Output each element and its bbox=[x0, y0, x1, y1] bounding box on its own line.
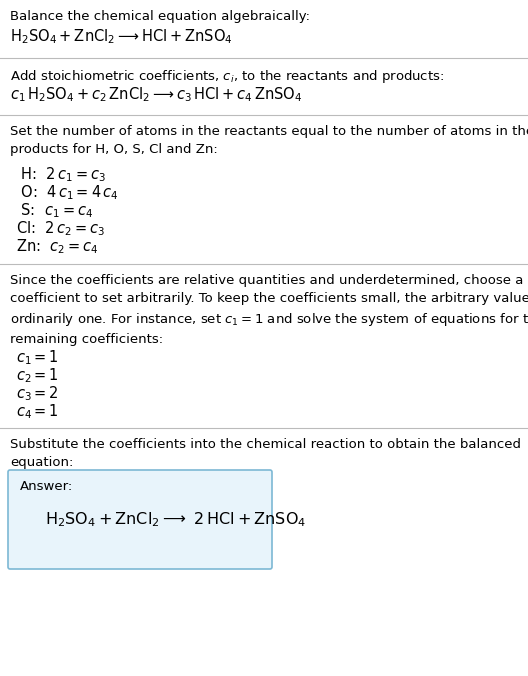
Text: $\mathrm{H_2SO_4 + ZnCl_2 \longrightarrow\ 2\,HCl + ZnSO_4}$: $\mathrm{H_2SO_4 + ZnCl_2 \longrightarro… bbox=[45, 510, 306, 529]
Text: S:  $c_1 = c_4$: S: $c_1 = c_4$ bbox=[16, 201, 93, 220]
Text: Set the number of atoms in the reactants equal to the number of atoms in the
pro: Set the number of atoms in the reactants… bbox=[10, 125, 528, 156]
Text: $c_1\,\mathrm{H_2SO_4} + c_2\,\mathrm{ZnCl_2} \longrightarrow c_3\,\mathrm{HCl} : $c_1\,\mathrm{H_2SO_4} + c_2\,\mathrm{Zn… bbox=[10, 85, 302, 103]
Text: Zn:  $c_2 = c_4$: Zn: $c_2 = c_4$ bbox=[16, 237, 98, 256]
Text: Cl:  $2\,c_2 = c_3$: Cl: $2\,c_2 = c_3$ bbox=[16, 219, 105, 238]
Text: Balance the chemical equation algebraically:: Balance the chemical equation algebraica… bbox=[10, 10, 310, 23]
Text: $c_1 = 1$: $c_1 = 1$ bbox=[16, 348, 59, 366]
Text: O:  $4\,c_1 = 4\,c_4$: O: $4\,c_1 = 4\,c_4$ bbox=[16, 183, 119, 201]
Text: H:  $2\,c_1 = c_3$: H: $2\,c_1 = c_3$ bbox=[16, 165, 106, 184]
Text: Answer:: Answer: bbox=[20, 480, 73, 493]
FancyBboxPatch shape bbox=[8, 470, 272, 569]
Text: $c_3 = 2$: $c_3 = 2$ bbox=[16, 384, 59, 403]
Text: Since the coefficients are relative quantities and underdetermined, choose a
coe: Since the coefficients are relative quan… bbox=[10, 274, 528, 346]
Text: $\mathrm{H_2SO_4 + ZnCl_2 \longrightarrow HCl + ZnSO_4}$: $\mathrm{H_2SO_4 + ZnCl_2 \longrightarro… bbox=[10, 27, 233, 46]
Text: Add stoichiometric coefficients, $c_i$, to the reactants and products:: Add stoichiometric coefficients, $c_i$, … bbox=[10, 68, 444, 85]
Text: $c_4 = 1$: $c_4 = 1$ bbox=[16, 402, 59, 420]
Text: $c_2 = 1$: $c_2 = 1$ bbox=[16, 366, 59, 385]
Text: Substitute the coefficients into the chemical reaction to obtain the balanced
eq: Substitute the coefficients into the che… bbox=[10, 438, 521, 469]
